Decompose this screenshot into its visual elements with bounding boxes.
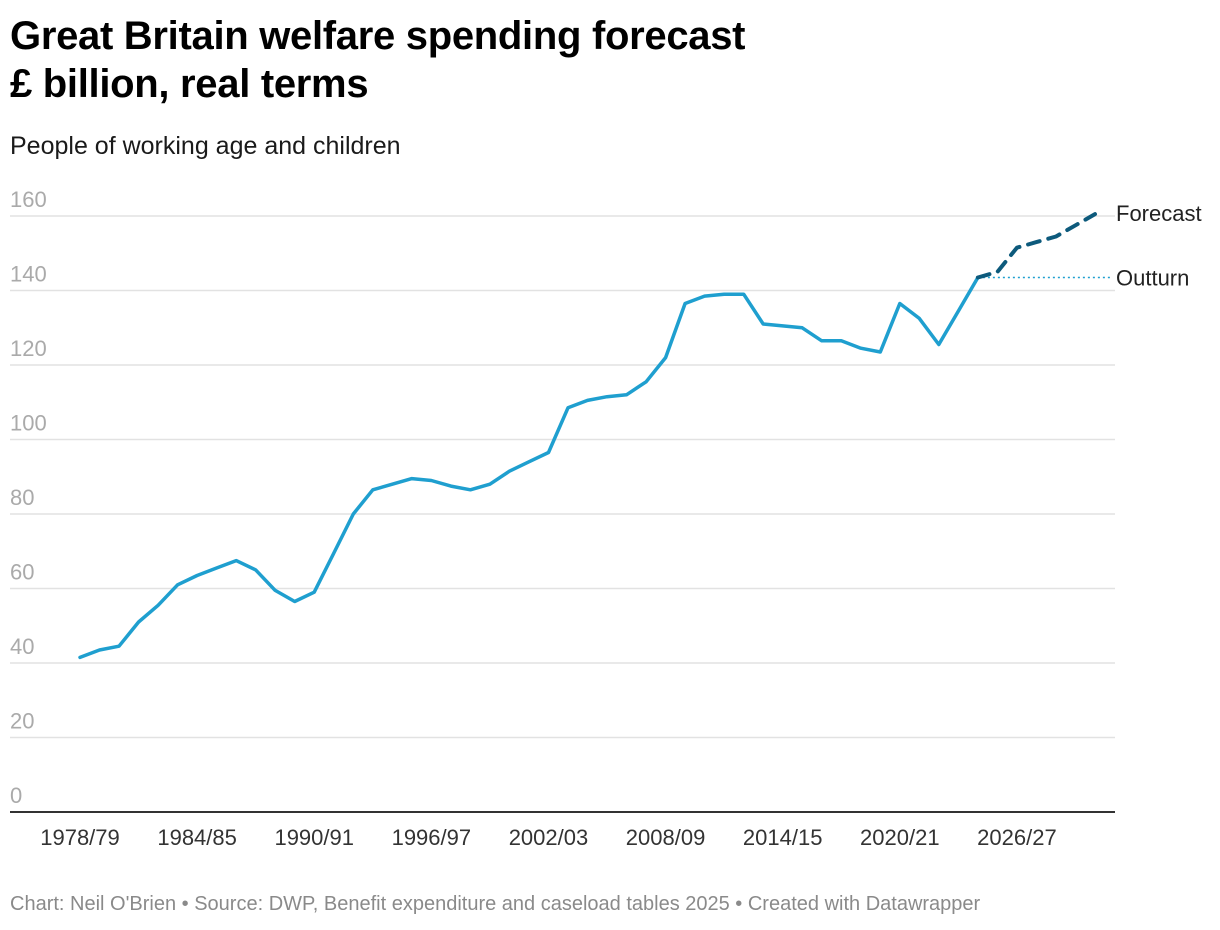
y-tick-label-60: 60 <box>10 560 34 585</box>
y-tick-label-120: 120 <box>10 336 47 361</box>
y-tick-label-100: 100 <box>10 411 47 436</box>
chart-subtitle: People of working age and children <box>10 132 401 160</box>
x-tick-label-2020: 2020/21 <box>860 825 940 850</box>
series-lines <box>78 212 1097 660</box>
series-line-forecast <box>975 212 1097 280</box>
x-axis-tick-labels: 1978/79 1984/85 1990/91 1996/97 2002/03 2008/… <box>40 825 1056 850</box>
series-labels: Forecast Outturn <box>1116 201 1202 290</box>
chart-title-line-1: Great Britain welfare spending forecast <box>10 14 746 58</box>
y-tick-label-40: 40 <box>10 634 34 659</box>
y-tick-label-80: 80 <box>10 485 34 510</box>
x-tick-label-1984: 1984/85 <box>157 825 237 850</box>
chart-footer-credit: Chart: Neil O'Brien • Source: DWP, Benef… <box>10 893 981 915</box>
y-tick-label-160: 160 <box>10 187 47 212</box>
y-tick-label-20: 20 <box>10 709 34 734</box>
x-tick-label-1990: 1990/91 <box>274 825 354 850</box>
series-label-outturn: Outturn <box>1116 265 1189 290</box>
x-tick-label-2014: 2014/15 <box>743 825 823 850</box>
gridlines <box>10 215 1115 739</box>
x-tick-label-2026: 2026/27 <box>977 825 1057 850</box>
line-chart: 0 20 40 60 80 100 120 140 160 1978/79 1984/85 1990… <box>10 187 1202 850</box>
x-tick-label-2008: 2008/09 <box>626 825 706 850</box>
chart-title-line-2: £ billion, real terms <box>10 62 369 106</box>
y-tick-label-140: 140 <box>10 262 47 287</box>
x-tick-label-2002: 2002/03 <box>509 825 589 850</box>
x-tick-label-1978: 1978/79 <box>40 825 120 850</box>
x-tick-label-1996: 1996/97 <box>392 825 472 850</box>
y-tick-label-0: 0 <box>10 783 22 808</box>
y-axis-tick-labels: 0 20 40 60 80 100 120 140 160 <box>10 187 47 808</box>
series-line-outturn <box>78 275 980 660</box>
chart-title: Great Britain welfare spending forecast … <box>10 12 745 108</box>
series-label-forecast: Forecast <box>1116 201 1202 226</box>
